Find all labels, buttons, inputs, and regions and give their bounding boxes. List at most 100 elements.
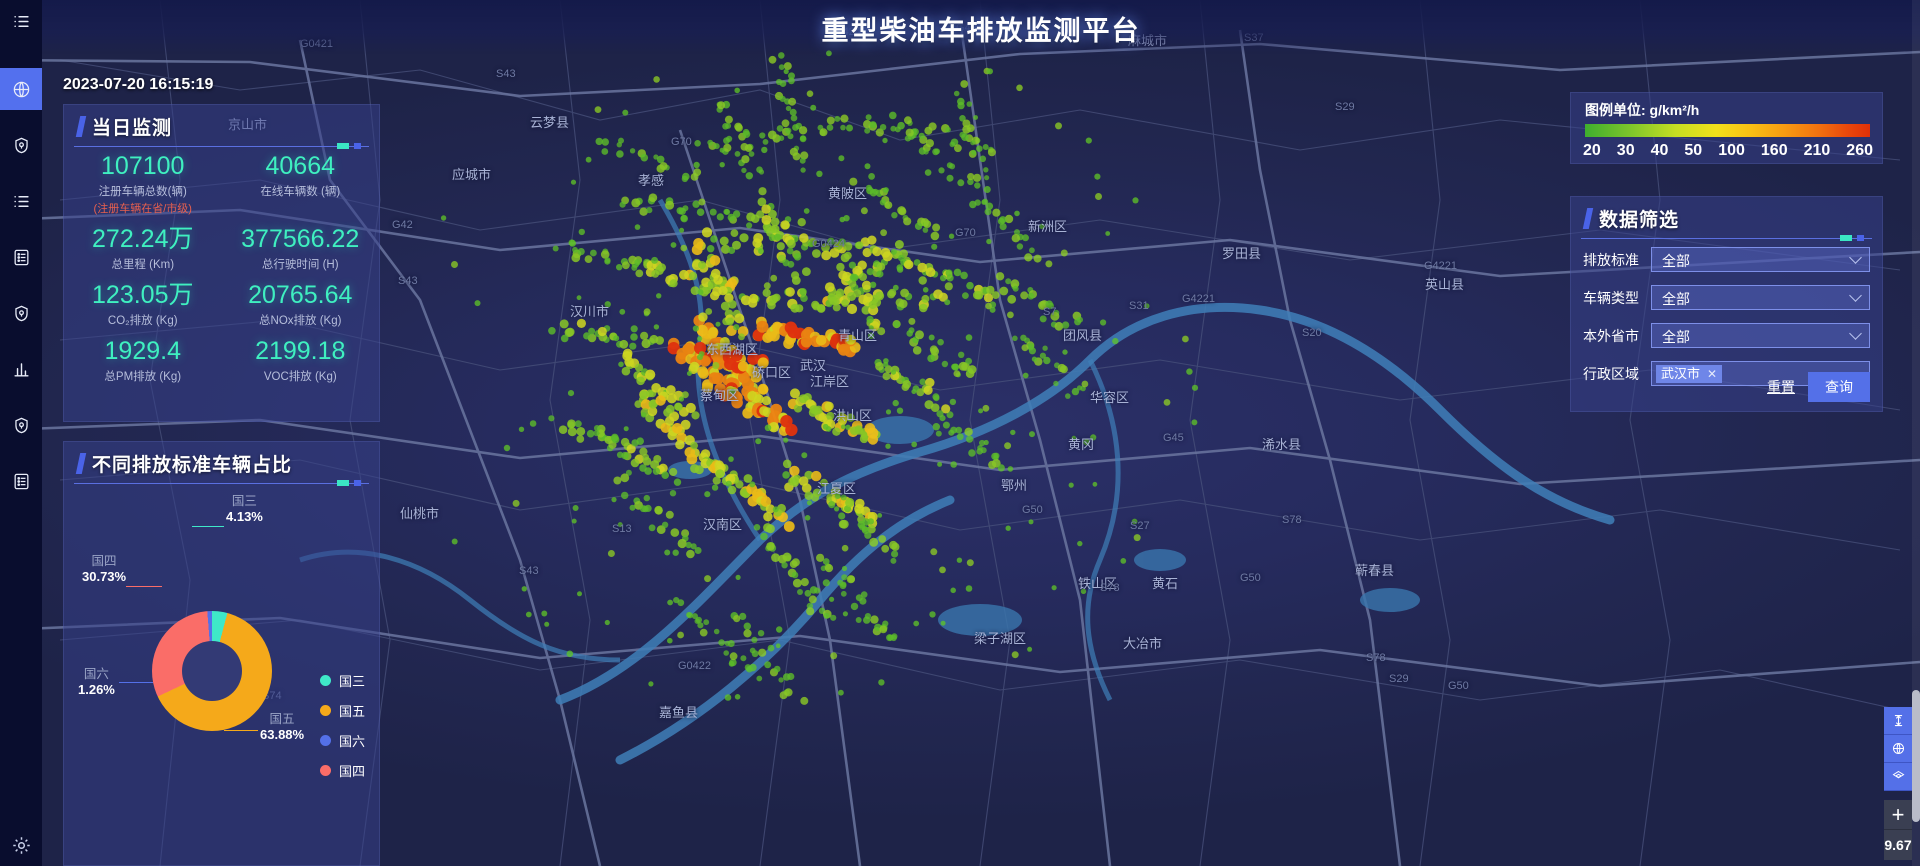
emission-standard-share-panel: 不同排放标准车辆占比 国三 4.13% 国四 30.73% 国六 1.26% 国… [63,441,380,866]
filter-select-1[interactable]: 全部 [1651,285,1870,310]
filter-select-value: 全部 [1662,329,1690,345]
legend-tick: 260 [1846,142,1873,159]
filter-label: 排放标准 [1583,251,1639,268]
panel-divider [74,143,369,149]
panel-title: 数据筛选 [1599,210,1680,231]
stat-card: 40664 在线车辆数 (辆) [222,149,380,220]
reset-button[interactable]: 重置 [1767,379,1795,395]
legend-tick: 20 [1583,142,1601,159]
map-tool-group [1884,707,1912,791]
rail-item-shield-3[interactable] [0,404,42,446]
panel-title: 当日监测 [92,118,173,139]
stat-value: 377566.22 [241,225,360,253]
stat-value: 20765.64 [248,281,353,309]
legend-item[interactable]: 国四 [319,761,365,780]
map-zoom-control: + 9.67 [1884,800,1912,860]
filter-rows: 排放标准 全部 车辆类型 全部 本外省市 全部 行政区域 武汉市 ✕ [1571,247,1882,399]
pie-callout-guosan: 国三 4.13% [226,494,263,524]
data-filter-panel: 数据筛选 排放标准 全部 车辆类型 全部 本外省市 全部 行政区域 武汉市 ✕ 重置 查询 [1570,196,1883,412]
stat-value: 107100 [101,152,185,180]
stat-value: 2199.18 [255,337,346,365]
chevron-down-icon [1849,251,1862,264]
legend-color-swatch [319,735,331,746]
legend-item[interactable]: 国五 [319,701,365,720]
legend-tick: 100 [1718,142,1745,159]
left-icon-rail [0,0,42,866]
page-scrollbar[interactable] [1912,0,1920,866]
legend-item[interactable]: 国三 [319,671,365,690]
legend-tick: 160 [1760,142,1788,159]
zoom-in-button[interactable]: + [1884,800,1912,830]
legend-ticks: 20 30 40 50 100 160 210 260 [1583,142,1873,160]
stat-value: 123.05万 [92,281,194,309]
pie-legend: 国三国五国六国四 [319,671,365,791]
rail-item-list[interactable] [0,180,42,222]
accent-bar-icon [75,453,87,474]
measure-icon[interactable] [1884,707,1912,735]
stat-note: (注册车辆在省/市级) [93,203,192,215]
legend-item[interactable]: 国六 [319,731,365,750]
filter-row: 本外省市 全部 [1571,323,1882,348]
rail-item-chart[interactable] [0,348,42,390]
timestamp: 2023-07-20 16:15:19 [63,76,214,93]
chevron-down-icon [1849,327,1862,340]
filter-tag[interactable]: 武汉市 ✕ [1656,365,1723,383]
pie-callout-guosi: 国四 30.73% [82,554,127,584]
rail-item-report-1[interactable] [0,236,42,278]
rail-item-globe[interactable] [0,68,42,110]
filter-actions: 重置 查询 [1767,372,1870,402]
rail-item-shield-2[interactable] [0,292,42,334]
close-icon[interactable]: ✕ [1707,367,1718,381]
accent-bar-icon [75,116,87,137]
stat-label: 在线车辆数 (辆) [260,186,341,198]
daily-stats-grid: 107100 注册车辆总数(辆) (注册车辆在省/市级) 40664 在线车辆数 (辆)… [64,149,379,388]
layers-icon[interactable] [1884,763,1912,791]
legend-unit-label: 图例单位: g/km²/h [1585,102,1700,118]
rail-item-report-2[interactable] [0,460,42,502]
stat-label: 总NOx排放 (Kg) [259,315,342,327]
legend-color-swatch [319,705,331,716]
legend-color-swatch [319,765,331,776]
filter-select-2[interactable]: 全部 [1651,323,1870,348]
pie-leader-line [192,526,224,527]
panel-header: 数据筛选 [1571,197,1882,241]
stat-card: 272.24万 总里程 (Km) [64,222,222,276]
query-button[interactable]: 查询 [1808,372,1870,402]
legend-tick: 50 [1684,142,1703,159]
filter-select-value: 全部 [1662,253,1690,269]
legend-tick: 40 [1650,142,1669,159]
stat-card: 1929.4 总PM排放 (Kg) [64,334,222,388]
legend-tick: 210 [1803,142,1831,159]
stat-label: 总里程 (Km) [111,259,175,271]
legend-tick: 30 [1616,142,1635,159]
filter-tag-label: 武汉市 [1661,366,1701,381]
gear-icon[interactable] [11,835,32,856]
legend-colorbar [1585,124,1870,137]
legend-item-label: 国三 [338,674,365,689]
pie-leader-line [119,682,153,683]
legend-item-label: 国四 [338,764,365,779]
panel-divider [74,480,369,486]
panel-title: 不同排放标准车辆占比 [92,455,293,476]
stat-label: 注册车辆总数(辆) [98,186,187,198]
pie-leader-line [126,586,162,587]
legend-color-swatch [319,675,331,686]
rail-item-menu[interactable] [0,0,42,42]
filter-row: 车辆类型 全部 [1571,285,1882,310]
stat-card: 377566.22 总行驶时间 (H) [222,222,380,276]
pie-leader-line [224,730,258,731]
legend-item-label: 国六 [338,734,365,749]
stat-card: 107100 注册车辆总数(辆) (注册车辆在省/市级) [64,149,222,220]
filter-row: 排放标准 全部 [1571,247,1882,272]
donut-ring[interactable] [152,611,272,731]
zoom-level-readout: 9.67 [1884,830,1912,860]
filter-select-0[interactable]: 全部 [1651,247,1870,272]
donut-chart[interactable]: 国三 4.13% 国四 30.73% 国六 1.26% 国五 63.88% 国三… [64,486,379,866]
rail-item-shield-1[interactable] [0,124,42,166]
emission-legend-panel: 图例单位: g/km²/h 20 30 40 50 100 160 210 260 [1570,92,1883,164]
globe-icon[interactable] [1884,735,1912,763]
filter-label: 车辆类型 [1583,289,1639,306]
stat-label: 总行驶时间 (H) [261,259,339,271]
stat-value: 1929.4 [104,337,181,365]
